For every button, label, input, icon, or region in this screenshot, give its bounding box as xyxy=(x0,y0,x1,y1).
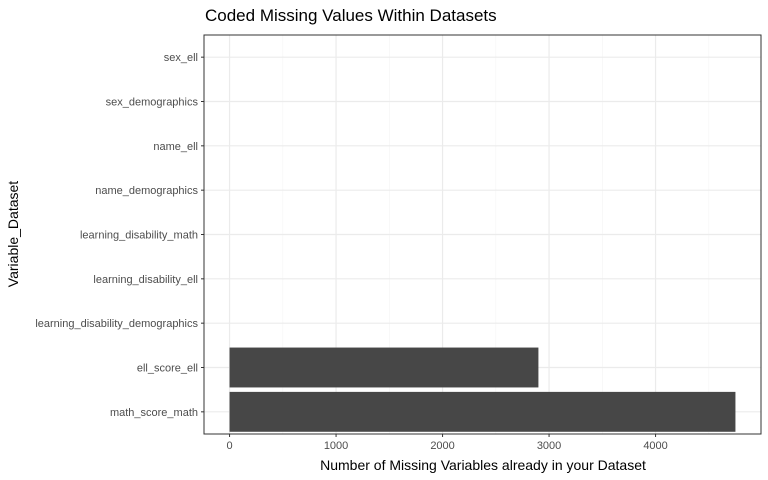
bars xyxy=(229,347,736,432)
x-tick-label: 3000 xyxy=(537,440,561,452)
chart-title: Coded Missing Values Within Datasets xyxy=(205,6,497,25)
x-axis: 0 1000 2000 3000 4000 xyxy=(226,434,668,452)
y-tick-label: ell_score_ell xyxy=(137,363,198,375)
y-tick-label: learning_disability_ell xyxy=(93,274,198,286)
x-tick-label: 1000 xyxy=(324,440,348,452)
y-tick-label: learning_disability_math xyxy=(80,230,198,242)
x-axis-title: Number of Missing Variables already in y… xyxy=(320,457,646,473)
bar xyxy=(229,391,736,432)
y-tick-label: sex_ell xyxy=(164,52,198,64)
y-tick-label: sex_demographics xyxy=(106,97,199,109)
x-tick-label: 2000 xyxy=(430,440,454,452)
y-tick-label: name_ell xyxy=(153,141,198,153)
y-tick-label: learning_disability_demographics xyxy=(35,318,198,330)
bar xyxy=(229,347,539,388)
y-axis-title: Variable_Dataset xyxy=(5,181,21,287)
y-tick-label: name_demographics xyxy=(95,185,198,197)
y-axis: math_score_math ell_score_ell learning_dis… xyxy=(35,52,204,419)
y-tick-label: math_score_math xyxy=(110,407,198,419)
x-tick-label: 4000 xyxy=(643,440,667,452)
x-tick-label: 0 xyxy=(226,440,232,452)
